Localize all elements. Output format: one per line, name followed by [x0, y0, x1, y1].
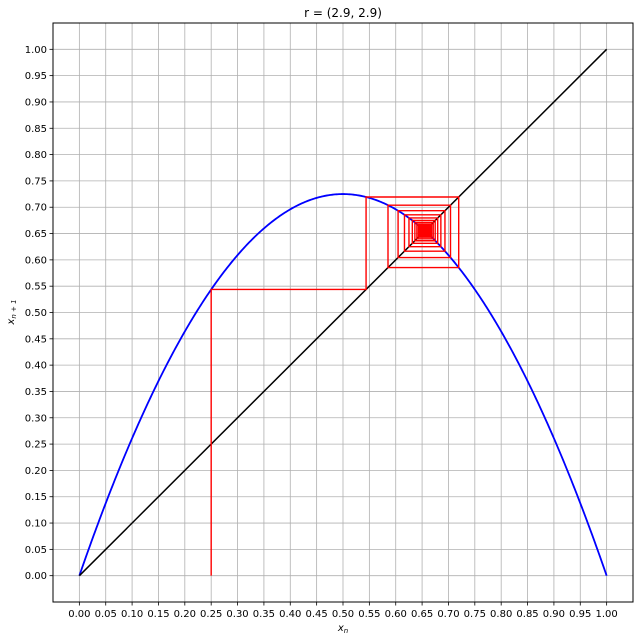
x-tick-label: 0.45	[306, 609, 328, 620]
y-axis-label-sub: n + 1	[10, 299, 18, 318]
y-tick-label: 0.35	[25, 387, 47, 398]
y-tick-label: 0.50	[25, 308, 47, 319]
y-tick-label: 1.00	[25, 45, 47, 56]
y-tick-label: 0.45	[25, 334, 47, 345]
y-tick-label: 0.90	[25, 97, 47, 108]
y-tick-label: 0.10	[25, 519, 47, 530]
y-axis-label: xn + 1	[6, 299, 18, 325]
plot-area	[78, 48, 608, 577]
x-tick-label: 0.90	[543, 609, 565, 620]
tick-labels: 0.00 0.05 0.10 0.15 0.20 0.25 0.30 0.35 0.40 0.45…	[25, 45, 618, 620]
y-tick-label: 0.60	[25, 255, 47, 266]
x-tick-label: 0.30	[226, 609, 248, 620]
identity-line	[78, 48, 608, 577]
x-tick-label: 0.40	[279, 609, 301, 620]
logistic-curve	[78, 193, 608, 576]
y-tick-label: 0.65	[25, 229, 47, 240]
y-tick-label: 0.85	[25, 124, 47, 135]
y-tick-label: 0.30	[25, 413, 47, 424]
y-tick-label: 0.05	[25, 545, 47, 556]
x-tick-label: 1.00	[596, 609, 618, 620]
x-tick-label: 0.75	[464, 609, 486, 620]
x-axis-label-base: x	[337, 623, 344, 634]
y-tick-label: 0.40	[25, 361, 47, 372]
y-tick-label: 0.70	[25, 203, 47, 214]
x-tick-label: 0.80	[490, 609, 512, 620]
y-tick-label: 0.80	[25, 150, 47, 161]
x-tick-label: 0.55	[358, 609, 380, 620]
cobweb-path	[210, 196, 460, 576]
y-tick-label: 0.00	[25, 571, 47, 582]
x-tick-label: 0.05	[95, 609, 117, 620]
chart-title: r = (2.9, 2.9)	[304, 6, 382, 20]
x-axis-label-sub: n	[344, 627, 348, 635]
x-tick-label: 0.35	[253, 609, 275, 620]
y-tick-label: 0.75	[25, 176, 47, 187]
y-tick-label: 0.25	[25, 440, 47, 451]
plot-frame	[52, 22, 634, 603]
x-tick-label: 0.70	[437, 609, 459, 620]
x-tick-label: 0.00	[68, 609, 90, 620]
x-tick-label: 0.25	[200, 609, 222, 620]
x-tick-label: 0.20	[174, 609, 196, 620]
x-tick-label: 0.50	[332, 609, 354, 620]
grid	[53, 23, 633, 602]
x-axis-label: xn	[337, 623, 348, 635]
x-tick-label: 0.65	[411, 609, 433, 620]
y-axis-label-base: x	[6, 319, 17, 326]
y-tick-label: 0.20	[25, 466, 47, 477]
y-tick-label: 0.95	[25, 71, 47, 82]
y-tick-label: 0.55	[25, 282, 47, 293]
x-tick-label: 0.85	[516, 609, 538, 620]
y-tick-label: 0.15	[25, 492, 47, 503]
x-tick-label: 0.15	[147, 609, 169, 620]
x-tick-label: 0.95	[569, 609, 591, 620]
x-tick-label: 0.10	[121, 609, 143, 620]
x-tick-label: 0.60	[385, 609, 407, 620]
